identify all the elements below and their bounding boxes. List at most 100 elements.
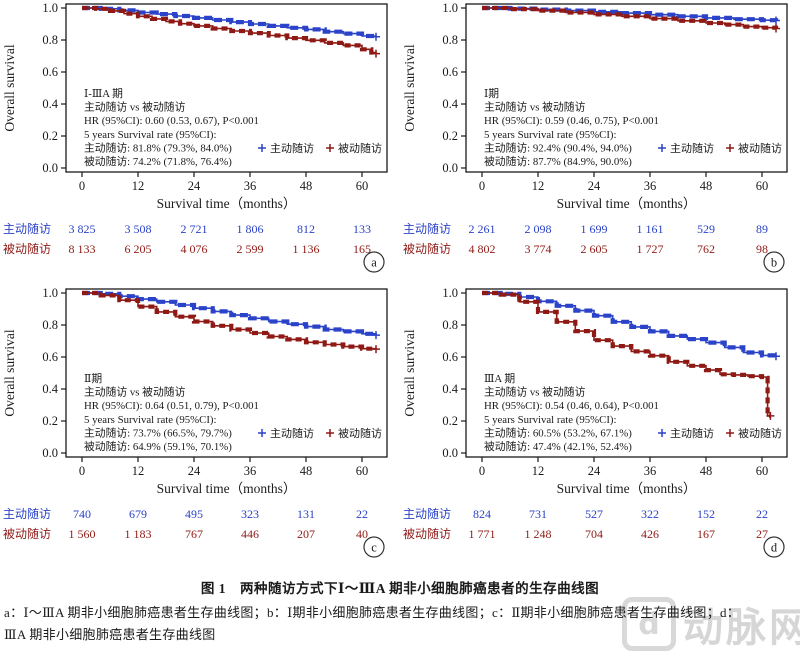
risk-count: 1 727: [637, 242, 664, 256]
risk-count: 740: [73, 507, 91, 521]
y-tick-label: 1.0: [442, 1, 458, 15]
risk-count: 98: [756, 242, 768, 256]
axes: 0.0 0.2 0.4 0.6 0.8 1.0 0 12 24 36 48 60 Survival ti…: [2, 286, 388, 496]
risk-count: 1 560: [69, 527, 96, 541]
annotation-line: ⅢA 期: [484, 372, 515, 385]
risk-table: 主动随访 824 731 527 322 152 22 被动随访 1 771 1 248 704 42…: [403, 506, 768, 541]
annotation-line: Ⅰ期: [484, 87, 499, 100]
risk-row-label: 被动随访: [3, 241, 51, 256]
x-tick-label: 0: [79, 179, 85, 193]
y-axis-label: Overall survival: [402, 329, 417, 417]
risk-count: 495: [185, 507, 203, 521]
x-tick-label: 36: [644, 179, 657, 193]
svg-text:a: a: [371, 256, 377, 270]
x-tick-label: 0: [479, 464, 485, 478]
axes: 0.0 0.2 0.4 0.6 0.8 1.0 0 12 24 36 48 60 Survival ti…: [2, 1, 388, 211]
annotation-line: HR (95%CI): 0.54 (0.46, 0.64), P<0.001: [484, 400, 659, 412]
panel-a: 0.0 0.2 0.4 0.6 0.8 1.0 0 12 24 36 48 60 Survival ti…: [0, 0, 400, 285]
survival-curve-passive: [482, 5, 780, 33]
risk-row-label: 主动随访: [3, 221, 51, 236]
x-tick-label: 36: [244, 464, 257, 478]
survival-curve-active: [82, 5, 380, 41]
survival-curve-passive: [82, 5, 380, 58]
risk-count: 3 774: [525, 242, 552, 256]
y-tick-label: 0.8: [42, 318, 58, 332]
y-tick-label: 0.2: [442, 129, 458, 143]
annotation-line: 主动随访 vs 被动随访: [84, 385, 186, 399]
risk-count: 3 825: [69, 222, 96, 236]
y-tick-label: 0.4: [442, 97, 458, 111]
svg-text:b: b: [771, 256, 777, 270]
survival-chart-b: 0.0 0.2 0.4 0.6 0.8 1.0 0 12 24 36 48 60 Survival ti…: [402, 1, 788, 273]
survival-charts-grid: 0.0 0.2 0.4 0.6 0.8 1.0 0 12 24 36 48 60 Survival ti…: [0, 0, 788, 558]
y-tick-label: 0.2: [42, 414, 58, 428]
watermark-text: 动脉网: [683, 605, 800, 651]
risk-table: 主动随访 3 825 3 508 2 721 1 806 812 133 被动随访 8 133 6…: [3, 221, 371, 256]
legend-label: 被动随访: [338, 426, 382, 440]
risk-table: 主动随访 2 261 2 098 1 699 1 161 529 89 被动随访 4 802 3 …: [403, 221, 768, 256]
y-tick-label: 0.6: [42, 65, 58, 79]
y-axis-label: Overall survival: [402, 44, 417, 132]
legend: 主动随访 被动随访: [258, 426, 382, 440]
legend: 主动随访 被动随访: [658, 426, 782, 440]
risk-count: 22: [356, 507, 368, 521]
y-tick-label: 0.0: [42, 446, 58, 460]
x-tick-label: 12: [132, 179, 145, 193]
risk-count: 1 161: [637, 222, 664, 236]
figure-caption-line1: a：Ⅰ～ⅢA 期非小细胞肺癌患者生存曲线图；b：Ⅰ期非小细胞肺癌患者生存曲线图；…: [4, 605, 741, 620]
risk-count: 207: [297, 527, 315, 541]
y-tick-label: 0.6: [42, 350, 58, 364]
risk-count: 4 802: [469, 242, 496, 256]
y-tick-label: 0.2: [442, 414, 458, 428]
x-axis-label: Survival time（months）: [157, 196, 297, 211]
y-tick-label: 0.4: [442, 382, 458, 396]
annotation-line: Ⅱ期: [84, 372, 102, 385]
y-tick-label: 0.4: [42, 97, 58, 111]
y-tick-label: 0.6: [442, 65, 458, 79]
risk-count: 4 076: [181, 242, 208, 256]
annotation-line: 5 years Survival rate (95%CI):: [84, 414, 217, 426]
risk-count: 767: [185, 527, 203, 541]
x-tick-label: 60: [756, 464, 769, 478]
risk-count: 167: [697, 527, 715, 541]
legend: 主动随访 被动随访: [658, 141, 782, 155]
risk-count: 1 183: [125, 527, 152, 541]
x-tick-label: 24: [588, 179, 601, 193]
risk-table: 主动随访 740 679 495 323 131 22 被动随访 1 560 1 183 767 44…: [3, 506, 368, 541]
annotation-line: 被动随访: 64.9% (59.1%, 70.1%): [84, 439, 232, 453]
x-tick-label: 12: [132, 464, 145, 478]
panel-letter: d: [763, 536, 785, 558]
annotation-line: HR (95%CI): 0.60 (0.53, 0.67), P<0.001: [84, 115, 259, 127]
risk-row-label: 主动随访: [3, 506, 51, 521]
risk-count: 1 248: [525, 527, 552, 541]
panel-letter: b: [763, 251, 785, 273]
y-tick-label: 0.0: [442, 161, 458, 175]
legend-label: 被动随访: [738, 141, 782, 155]
y-tick-label: 0.8: [42, 33, 58, 47]
figure-caption-title: 图 1 两种随访方式下Ⅰ～ⅢA 期非小细胞肺癌患者的生存曲线图: [200, 581, 600, 596]
x-tick-label: 60: [356, 179, 369, 193]
annotation-line: Ⅰ-ⅢA 期: [84, 87, 123, 100]
risk-count: 2 599: [237, 242, 264, 256]
risk-count: 165: [353, 242, 371, 256]
x-tick-label: 48: [700, 464, 713, 478]
legend: 主动随访 被动随访: [258, 141, 382, 155]
risk-count: 762: [697, 242, 715, 256]
svg-text:c: c: [371, 541, 377, 555]
annotation-line: 主动随访: 73.7% (66.5%, 79.7%): [84, 425, 232, 439]
y-tick-label: 0.8: [442, 33, 458, 47]
x-axis-label: Survival time（months）: [557, 481, 697, 496]
survival-chart-c: 0.0 0.2 0.4 0.6 0.8 1.0 0 12 24 36 48 60 Survival ti…: [2, 286, 388, 558]
risk-count: 323: [241, 507, 259, 521]
risk-count: 679: [129, 507, 147, 521]
annotation-line: HR (95%CI): 0.64 (0.51, 0.79), P<0.001: [84, 400, 259, 412]
risk-count: 2 098: [525, 222, 552, 236]
risk-count: 22: [756, 507, 768, 521]
risk-count: 322: [641, 507, 659, 521]
annotation-line: 5 years Survival rate (95%CI):: [484, 129, 617, 141]
risk-count: 529: [697, 222, 715, 236]
figure-caption: 图 1 两种随访方式下Ⅰ～ⅢA 期非小细胞肺癌患者的生存曲线图 a：Ⅰ～ⅢA 期…: [0, 577, 800, 646]
axes: 0.0 0.2 0.4 0.6 0.8 1.0 0 12 24 36 48 60 Survival ti…: [402, 286, 788, 496]
